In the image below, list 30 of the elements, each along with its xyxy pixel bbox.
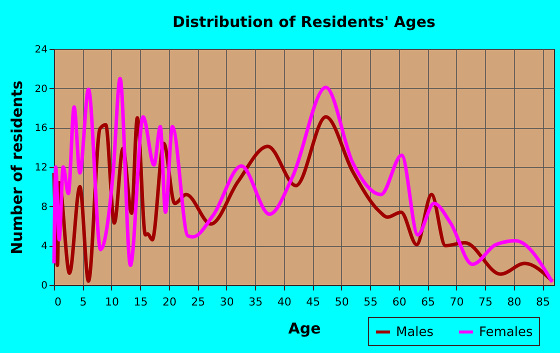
x-tick-label: 35: [248, 296, 263, 308]
x-tick-label: 70: [450, 296, 464, 308]
x-axis-title: Age: [288, 320, 321, 338]
x-tick-label: 0: [54, 296, 62, 308]
x-tick-label: 15: [134, 296, 148, 308]
x-tick-label: 10: [104, 296, 119, 308]
x-tick-label: 25: [191, 296, 206, 308]
y-tick-label: 20: [34, 84, 48, 95]
x-tick-label: 80: [507, 296, 522, 308]
y-tick-label: 4: [41, 241, 48, 252]
x-tick-label: 65: [421, 296, 436, 308]
x-tick-label: 50: [334, 296, 349, 308]
x-tick-label: 45: [306, 296, 320, 308]
chart-title: Distribution of Residents' Ages: [172, 13, 436, 31]
x-tick-label: 40: [277, 296, 292, 308]
y-tick-label: 16: [34, 123, 48, 134]
x-tick-label: 20: [162, 296, 176, 308]
legend-label: Females: [479, 325, 534, 340]
x-tick-label: 5: [80, 296, 87, 308]
y-tick-label: 0: [41, 280, 48, 292]
x-tick-label: 85: [536, 296, 550, 308]
x-tick-label: 30: [220, 296, 234, 308]
y-tick-label: 8: [41, 202, 48, 213]
y-tick-label: 24: [34, 44, 48, 56]
y-tick-label: 12: [34, 162, 48, 174]
legend-label: Males: [396, 325, 434, 340]
x-tick-label: 55: [364, 296, 378, 308]
y-axis-title: Number of residents: [8, 80, 26, 254]
x-tick-label: 60: [392, 296, 406, 308]
x-tick-label: 75: [478, 296, 493, 308]
